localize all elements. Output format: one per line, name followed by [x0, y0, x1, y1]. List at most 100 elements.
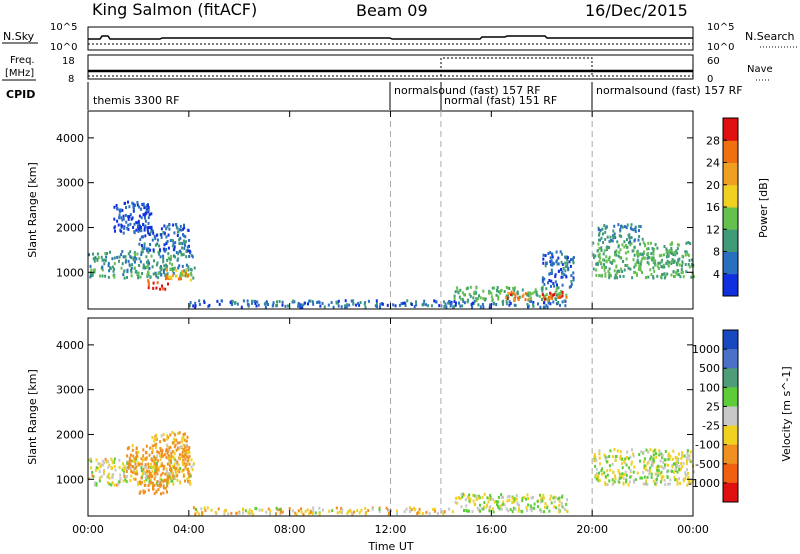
- velocity-cell: [511, 501, 514, 504]
- velocity-cell: [90, 459, 93, 463]
- power-cell: [150, 229, 153, 233]
- power-cell: [179, 249, 182, 253]
- power-cell: [610, 274, 612, 278]
- power-cell: [187, 274, 190, 278]
- velocity-cell: [527, 503, 530, 507]
- power-cell: [148, 266, 151, 270]
- power-cell: [100, 255, 103, 259]
- power-cell: [612, 229, 615, 233]
- power-cell: [637, 238, 640, 242]
- velocity-cell: [318, 512, 321, 516]
- velocity-cell: [129, 466, 132, 470]
- power-cell: [653, 247, 655, 251]
- power-cell: [173, 245, 176, 249]
- power-cell: [143, 242, 146, 246]
- velocity-cell: [675, 460, 678, 464]
- power-cell: [134, 253, 137, 257]
- velocity-cell: [94, 468, 97, 472]
- power-cell: [538, 295, 541, 298]
- power-cell: [186, 268, 189, 272]
- velocity-cell: [652, 449, 655, 453]
- velocity-cell: [560, 495, 563, 499]
- nave-bottom-tick: 0: [707, 74, 713, 85]
- velocity-cell: [144, 471, 147, 475]
- velocity-cell: [278, 508, 281, 512]
- power-cell: [508, 300, 511, 304]
- velocity-cell: [527, 497, 530, 500]
- power-cell: [121, 250, 124, 253]
- power-cell: [459, 288, 462, 292]
- power-cell: [142, 266, 145, 270]
- velocity-cell: [652, 453, 655, 457]
- power-cell: [481, 303, 484, 306]
- power-cell: [181, 246, 183, 250]
- velocity-cell: [414, 508, 417, 512]
- power-cell: [142, 203, 145, 207]
- power-cell: [625, 257, 628, 261]
- power-cell: [612, 259, 615, 262]
- velocity-cell: [478, 508, 480, 511]
- power-cell: [505, 302, 508, 306]
- power-colorbar-tick-label: 20: [706, 179, 720, 192]
- power-cell: [130, 274, 133, 278]
- velocity-cell: [663, 466, 666, 470]
- velocity-cell: [152, 484, 154, 488]
- velocity-cell: [168, 471, 171, 475]
- power-cell: [537, 302, 539, 306]
- power-cell: [605, 259, 608, 263]
- velocity-cell: [223, 512, 226, 516]
- velocity-cell: [294, 511, 297, 515]
- velocity-cell: [680, 457, 683, 461]
- power-cell: [345, 305, 348, 309]
- velocity-cell: [685, 459, 688, 463]
- power-cell: [381, 302, 384, 306]
- velocity-cell: [680, 467, 682, 471]
- velocity-cell: [557, 497, 560, 501]
- power-cell: [604, 237, 607, 241]
- power-cell: [430, 304, 433, 308]
- power-cell: [376, 305, 379, 309]
- velocity-cell: [514, 507, 517, 511]
- power-cell: [130, 217, 133, 221]
- power-cell: [651, 258, 654, 262]
- power-colorbar-swatch: [723, 251, 738, 275]
- velocity-cell: [121, 468, 124, 472]
- power-cell: [688, 265, 691, 269]
- velocity-cell: [139, 482, 142, 486]
- power-cell: [287, 304, 289, 308]
- velocity-cell: [157, 451, 160, 455]
- power-cell: [251, 301, 253, 305]
- velocity-cell: [162, 467, 165, 471]
- velocity-cell: [428, 511, 431, 515]
- velocity-cell: [153, 477, 156, 481]
- velocity-cell: [164, 486, 167, 490]
- velocity-cell: [89, 457, 92, 461]
- velocity-cell: [624, 457, 627, 461]
- freq-unit-label: [MHz]: [5, 68, 34, 79]
- velocity-cell: [182, 443, 185, 447]
- power-cell: [649, 268, 652, 272]
- power-cell: [557, 269, 560, 273]
- power-cell: [143, 244, 146, 248]
- velocity-cell: [667, 463, 669, 467]
- power-cell: [544, 264, 547, 268]
- velocity-cell: [648, 469, 651, 473]
- velocity-cell: [166, 475, 169, 479]
- velocity-cell: [153, 443, 156, 447]
- velocity-cell: [631, 448, 633, 452]
- power-cell: [667, 262, 670, 266]
- freq-top-tick: 18: [62, 56, 75, 67]
- power-cell: [182, 239, 185, 243]
- velocity-cell: [155, 442, 158, 446]
- velocity-cell: [160, 492, 162, 496]
- velocity-cell: [149, 474, 152, 478]
- velocity-cell: [481, 495, 484, 499]
- power-cell: [465, 287, 468, 291]
- power-cell: [676, 247, 679, 251]
- power-cell: [253, 299, 256, 303]
- power-cell: [663, 265, 666, 269]
- time-axis-label: Time UT: [367, 540, 413, 553]
- velocity-cell: [627, 456, 630, 460]
